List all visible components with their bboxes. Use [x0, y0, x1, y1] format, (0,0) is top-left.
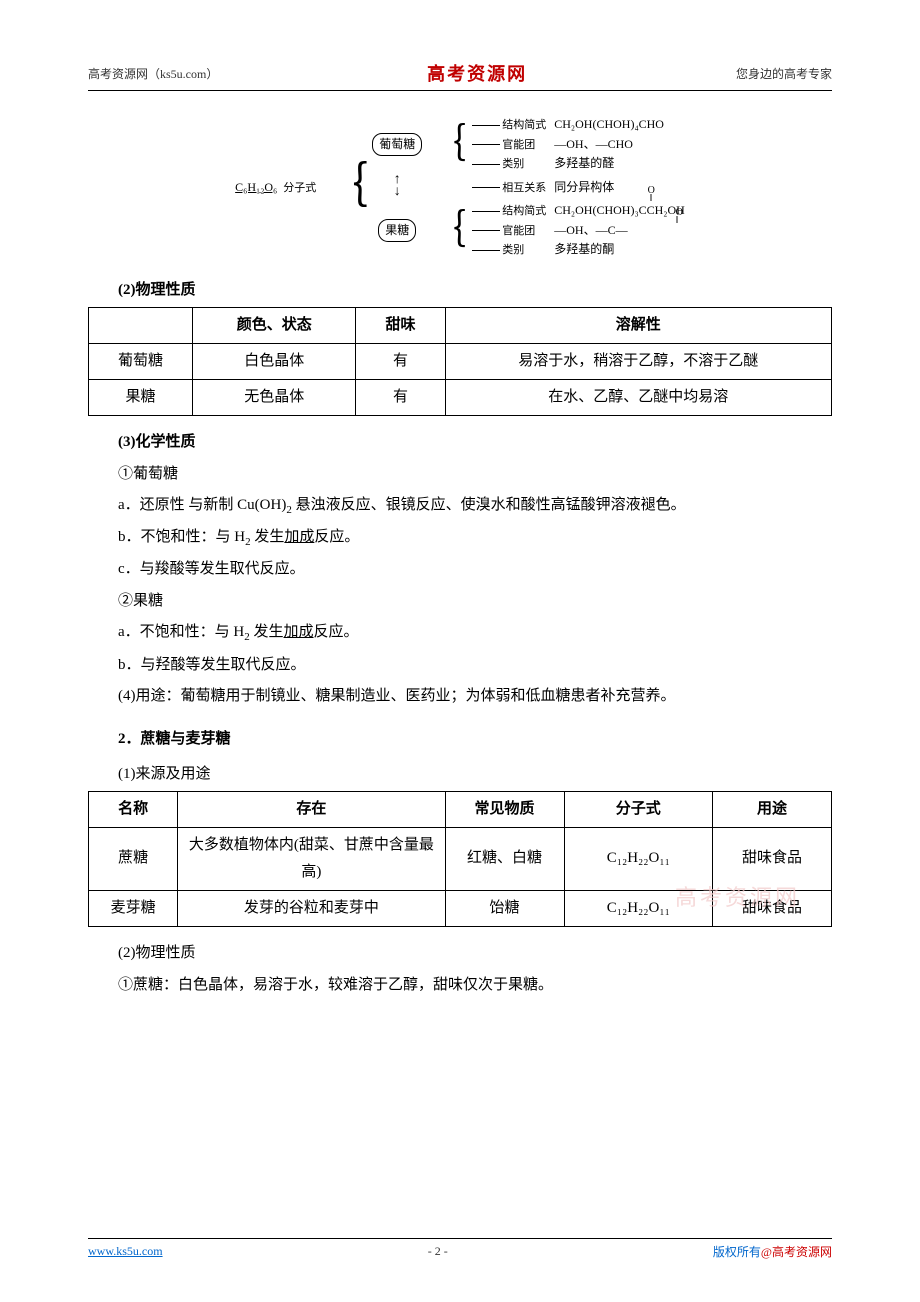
- table-header: 甜味: [356, 307, 445, 343]
- table-header-row: 颜色、状态 甜味 溶解性: [89, 307, 832, 343]
- glucose-brace-icon: ｛: [426, 115, 466, 174]
- relation-value: 同分异构体: [550, 174, 689, 201]
- concept-diagram: C₆H₁₂O₆ 分子式 ｛ 葡萄糖 ｛ 结构简式 CH₂OH(CHOH)₄CHO…: [88, 115, 832, 260]
- table-header: [89, 307, 193, 343]
- fructose-group-label: 官能团: [502, 225, 535, 237]
- molecular-formula: C₆H₁₂O₆: [235, 180, 277, 194]
- page: 高考资源网（ks5u.com） 高考资源网 您身边的高考专家 C₆H₁₂O₆ 分…: [0, 0, 920, 1302]
- table-header: 溶解性: [445, 307, 831, 343]
- glucose-prop-c: c．与羧酸等发生取代反应。: [88, 554, 832, 586]
- ketone-symbol-2: O‖: [676, 209, 683, 225]
- fructose-brace-icon: ｛: [426, 201, 466, 260]
- left-brace-icon: ｛: [320, 115, 368, 260]
- source-uses-table: 名称 存在 常见物质 分子式 用途 蔗糖 大多数植物体内(甜菜、甘蔗中含量最高)…: [88, 791, 832, 927]
- table-row: 蔗糖 大多数植物体内(甜菜、甘蔗中含量最高) 红糖、白糖 C₁₂H₂₂O₁₁ 甜…: [89, 827, 832, 890]
- fructose-class-value: 多羟基的酮: [550, 240, 689, 260]
- table-row: 葡萄糖 白色晶体 有 易溶于水，稍溶于乙醇，不溶于乙醚: [89, 343, 832, 379]
- formula-sublabel: 分子式: [283, 182, 316, 194]
- relation-arrow-icon: ↑↓: [394, 174, 401, 198]
- footer-url: www.ks5u.com: [88, 1244, 163, 1259]
- fructose-group-value: —OH、—C—: [554, 223, 627, 237]
- section2-phys-heading: (2)物理性质: [88, 941, 832, 962]
- glucose-group-label: 官能团: [502, 139, 535, 151]
- table-header-row: 名称 存在 常见物质 分子式 用途: [89, 791, 832, 827]
- header-left: 高考资源网（ks5u.com）: [88, 65, 218, 82]
- sucrose-phys-line: ①蔗糖：白色晶体，易溶于水，较难溶于乙醇，甜味仅次于果糖。: [88, 970, 832, 1002]
- ketone-symbol: O‖: [648, 187, 655, 203]
- glucose-group-value: —OH、—CHO: [550, 135, 689, 155]
- table-row: 麦芽糖 发芽的谷粒和麦芽中 饴糖 C₁₂H₂₂O₁₁ 甜味食品: [89, 890, 832, 926]
- header-right: 您身边的高考专家: [736, 65, 832, 82]
- glucose-prop-b: b．不饱和性：与 H2 发生加成反应。: [88, 522, 832, 554]
- physical-props-table: 颜色、状态 甜味 溶解性 葡萄糖 白色晶体 有 易溶于水，稍溶于乙醇，不溶于乙醚…: [88, 307, 832, 416]
- uses-paragraph: (4)用途：葡萄糖用于制镜业、糖果制造业、医药业；为体弱和低血糖患者补充营养。: [88, 681, 832, 713]
- glucose-prop-a: a．还原性 与新制 Cu(OH)2 悬浊液反应、银镜反应、使溴水和酸性高锰酸钾溶…: [88, 490, 832, 522]
- chem-props-heading: (3)化学性质: [88, 430, 832, 451]
- fructose-node: 果糖: [378, 219, 416, 242]
- page-number: - 2 -: [428, 1244, 448, 1259]
- table-header: 颜色、状态: [193, 307, 356, 343]
- fructose-struct-label: 结构简式: [502, 205, 546, 217]
- fructose-subheading: ②果糖: [88, 586, 832, 618]
- glucose-class-label: 类别: [502, 158, 524, 170]
- section2-heading: 2．蔗糖与麦芽糖: [88, 727, 832, 748]
- fructose-prop-a: a．不饱和性：与 H2 发生加成反应。: [88, 617, 832, 649]
- glucose-class-value: 多羟基的醛: [550, 154, 689, 174]
- glucose-node: 葡萄糖: [372, 133, 422, 156]
- header-brand: 高考资源网: [427, 60, 527, 86]
- page-header: 高考资源网（ks5u.com） 高考资源网 您身边的高考专家: [88, 60, 832, 91]
- glucose-struct-label: 结构简式: [502, 119, 546, 131]
- page-footer: www.ks5u.com - 2 - 版权所有@高考资源网: [88, 1238, 832, 1260]
- relation-label: 相互关系: [502, 182, 546, 194]
- section2-sub1: (1)来源及用途: [88, 762, 832, 783]
- footer-copyright: 版权所有@高考资源网: [713, 1243, 832, 1260]
- fructose-prop-b: b．与羟酸等发生取代反应。: [88, 650, 832, 682]
- glucose-subheading: ①葡萄糖: [88, 459, 832, 491]
- glucose-struct-value: CH₂OH(CHOH)₄CHO: [550, 115, 689, 135]
- physical-props-heading: (2)物理性质: [88, 278, 832, 299]
- fructose-struct-value: CH₂OH(CHOH)₃CCH₂OH: [554, 203, 685, 217]
- fructose-class-label: 类别: [502, 244, 524, 256]
- table-row: 果糖 无色晶体 有 在水、乙醇、乙醚中均易溶: [89, 379, 832, 415]
